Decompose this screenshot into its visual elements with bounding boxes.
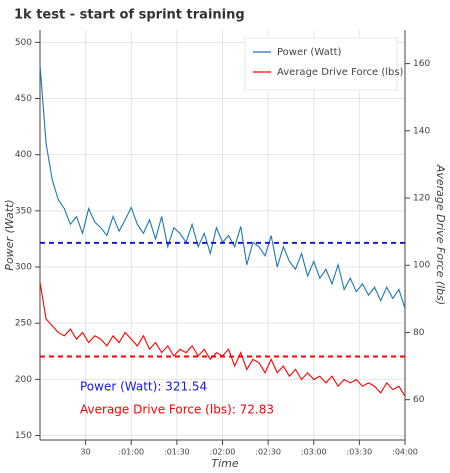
x-axis-label: Time bbox=[211, 457, 238, 470]
x-tick-label: :03:00 bbox=[301, 448, 327, 457]
y-tick-label: 350 bbox=[15, 206, 32, 216]
annotation: Power (Watt): 321.54 bbox=[80, 380, 207, 394]
legend-label: Average Drive Force (lbs) bbox=[277, 67, 404, 78]
y-tick-label: 500 bbox=[15, 38, 32, 48]
y2-axis-label: Average Drive Force (lbs) bbox=[434, 164, 447, 305]
y-tick-label: 150 bbox=[15, 431, 32, 441]
legend-box bbox=[244, 37, 398, 91]
x-tick-label: 30 bbox=[81, 448, 91, 457]
x-tick-label: :01:30 bbox=[164, 448, 190, 457]
y2-tick-label: 120 bbox=[413, 194, 430, 204]
x-tick-label: :02:00 bbox=[210, 448, 236, 457]
x-tick-label: :03:30 bbox=[347, 448, 373, 457]
annotation: Average Drive Force (lbs): 72.83 bbox=[80, 403, 274, 417]
chart-title: 1k test - start of sprint training bbox=[14, 8, 245, 23]
y2-tick-label: 80 bbox=[413, 328, 425, 338]
y2-tick-label: 160 bbox=[413, 59, 430, 69]
y-tick-label: 300 bbox=[15, 263, 32, 273]
y2-tick-label: 140 bbox=[413, 126, 430, 136]
x-tick-label: :01:00 bbox=[118, 448, 144, 457]
x-tick-label: :04:00 bbox=[392, 448, 418, 457]
y2-tick-label: 60 bbox=[413, 395, 425, 405]
legend-label: Power (Watt) bbox=[277, 47, 342, 58]
y-axis-label: Power (Watt) bbox=[3, 199, 16, 270]
y2-tick-label: 100 bbox=[413, 261, 430, 271]
y-tick-label: 250 bbox=[15, 319, 32, 329]
y-tick-label: 400 bbox=[15, 150, 32, 160]
y-tick-label: 200 bbox=[15, 375, 32, 385]
x-tick-label: :02:30 bbox=[255, 448, 281, 457]
y-tick-label: 450 bbox=[15, 94, 32, 104]
